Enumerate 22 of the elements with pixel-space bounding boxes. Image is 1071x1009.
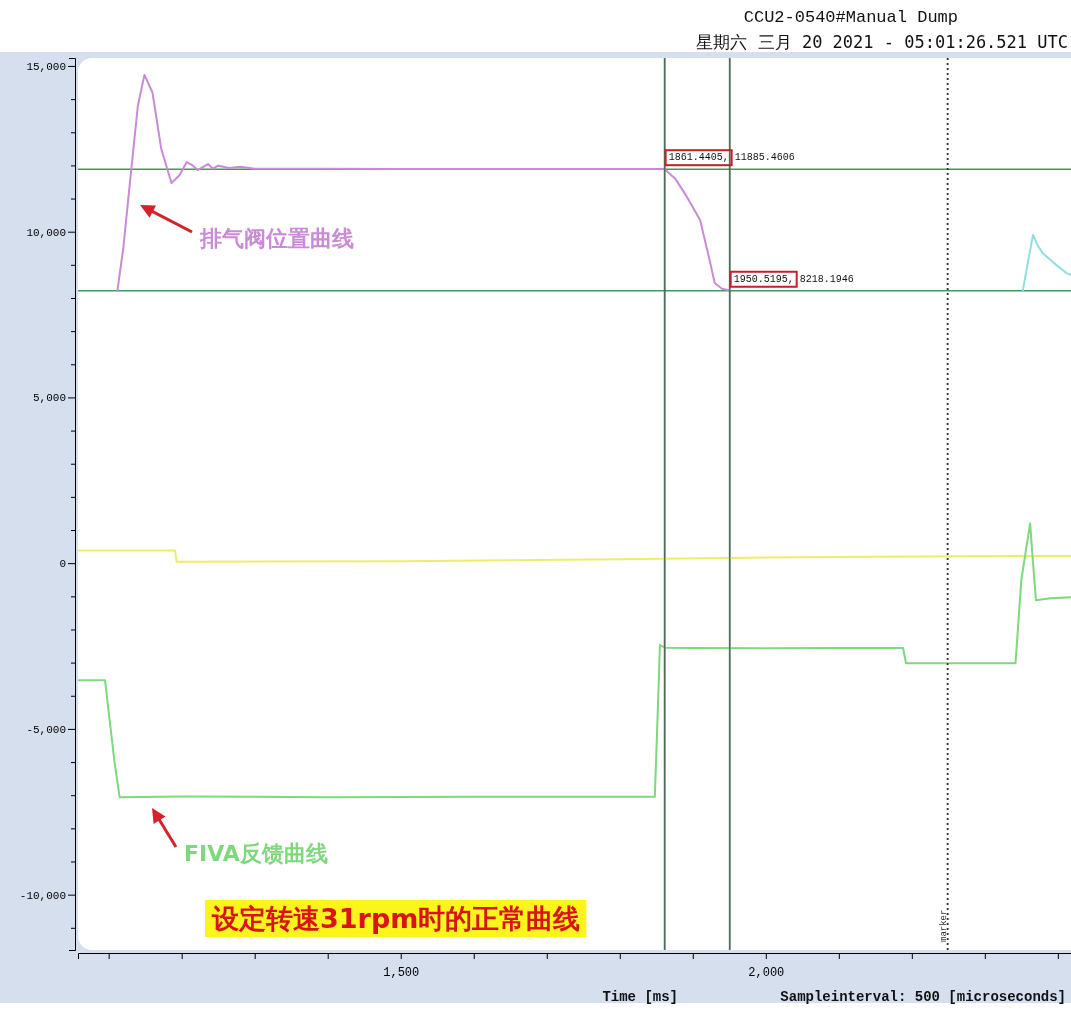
chart-title: CCU2-0540#Manual Dump xyxy=(743,8,958,27)
text: Sampleinterval: 500 [microseconds] xyxy=(780,989,1066,1005)
annotation: 1861.4405, 11885.4606 xyxy=(668,152,795,164)
ref-line-label: marker xyxy=(938,909,949,942)
x-tick-label: 2,000 xyxy=(748,966,785,981)
y-tick-label: 15,000 xyxy=(26,60,66,73)
annotation: 1950.5195, 8218.1946 xyxy=(733,273,854,285)
annotation: 排气阀位置曲线 xyxy=(199,226,354,251)
y-tick-label: 5,000 xyxy=(32,392,66,405)
x-tick-label: 1,500 xyxy=(383,966,420,981)
x-axis-title: Time [ms] xyxy=(602,989,678,1005)
line-series xyxy=(1021,234,1071,292)
y-tick-label: -5,000 xyxy=(26,723,66,736)
line-series xyxy=(78,549,1071,563)
annotation: FIVA反馈曲线 xyxy=(184,841,328,866)
y-tick-label: 10,000 xyxy=(26,226,66,239)
annotation: 设定转速31rpm时的正常曲线 xyxy=(211,903,581,934)
y-tick-label: -10,000 xyxy=(19,889,66,902)
line-series xyxy=(78,522,1071,799)
y-tick-label: 0 xyxy=(59,558,66,571)
chart-subtitle: 星期六 三月 20 2021 - 05:01:26.521 UTC xyxy=(696,32,1068,52)
line-series xyxy=(116,73,731,292)
